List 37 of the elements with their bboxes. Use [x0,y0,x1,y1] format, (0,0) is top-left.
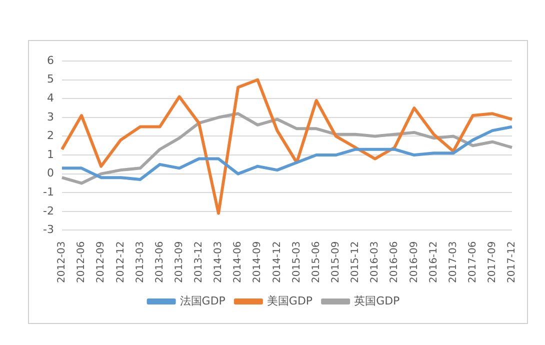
y-tick-label: 0 [46,166,54,180]
x-tick-label: 2014-09 [252,241,264,284]
legend-label: 美国GDP [266,294,313,308]
x-tick-label: 2012-12 [115,241,126,284]
x-tick-label: 2017-06 [467,241,478,284]
y-tick-label: 5 [46,72,54,86]
x-tick-label: 2017-09 [487,241,498,284]
y-tick-label: 6 [46,54,54,67]
y-tick-label: 1 [46,148,54,161]
x-tick-label: 2015-09 [330,241,342,284]
x-tick-label: 2014-06 [232,241,244,284]
y-tick-label: 4 [46,91,54,104]
y-tick-label: -1 [43,185,54,198]
x-tick-label: 2017-12 [506,241,518,284]
y-tick-label: 3 [46,110,54,124]
x-tick-label: 2016-12 [428,241,440,284]
x-tick-label: 2015-03 [291,241,302,284]
x-tick-label: 2013-09 [174,241,185,284]
y-tick-label: -3 [43,223,54,236]
x-tick-label: 2014-12 [272,241,283,284]
y-tick-label: 2 [46,129,54,142]
x-tick-label: 2013-03 [134,241,146,284]
x-tick-label: 2013-12 [194,241,205,284]
x-tick-label: 2017-03 [448,241,459,284]
x-tick-label: 2012-06 [76,241,88,284]
x-tick-label: 2013-06 [154,241,166,284]
x-tick-label: 2015-06 [310,241,322,284]
x-tick-label: 2016-03 [370,241,381,284]
x-tick-label: 2012-09 [96,241,107,284]
x-tick-label: 2012-03 [56,241,68,284]
x-tick-label: 2015-12 [350,241,362,284]
x-tick-label: 2016-09 [408,241,420,284]
legend-label: 法国GDP [180,294,226,308]
legend-label: 英国GDP [354,294,400,308]
y-tick-label: -2 [43,204,54,218]
x-tick-label: 2016-06 [389,241,400,284]
x-tick-label: 2014-03 [213,241,224,284]
